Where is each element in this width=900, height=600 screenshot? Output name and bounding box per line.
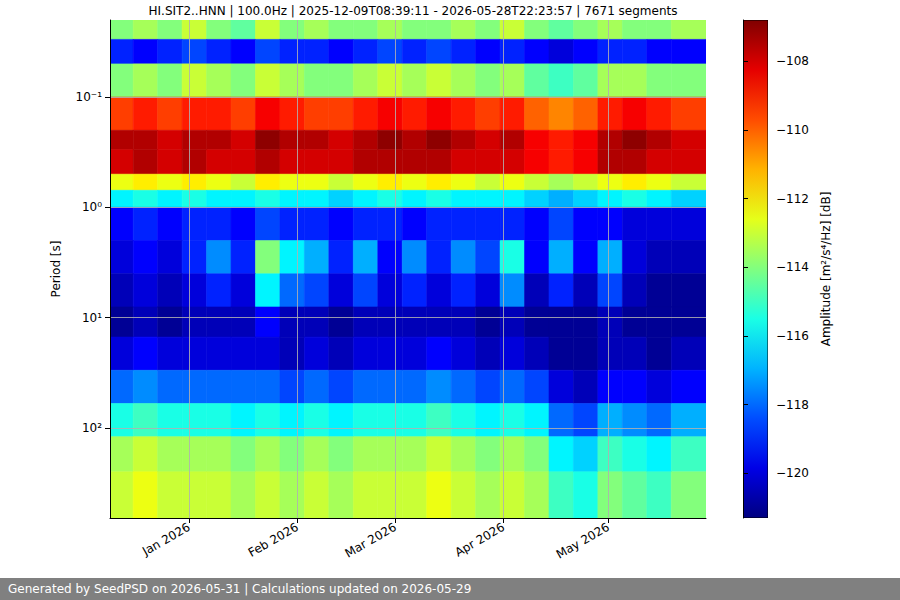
svg-text:−108: −108 xyxy=(776,54,809,68)
svg-text:Jan 2026: Jan 2026 xyxy=(139,520,193,559)
svg-text:HI.SIT2..HNN | 100.0Hz | 2025-: HI.SIT2..HNN | 100.0Hz | 2025-12-09T08:3… xyxy=(149,4,678,18)
svg-text:Apr 2026: Apr 2026 xyxy=(452,520,507,560)
svg-text:−114: −114 xyxy=(776,260,809,274)
svg-text:−118: −118 xyxy=(776,398,809,412)
svg-text:Amplitude [m²/s⁴/Hz] [dB]: Amplitude [m²/s⁴/Hz] [dB] xyxy=(819,192,833,347)
svg-text:−112: −112 xyxy=(776,192,809,206)
svg-text:−110: −110 xyxy=(776,123,809,137)
svg-text:Mar 2026: Mar 2026 xyxy=(342,520,398,561)
svg-text:Generated by SeedPSD on 2026-0: Generated by SeedPSD on 2026-05-31 | Cal… xyxy=(8,582,471,596)
svg-text:10²: 10² xyxy=(82,421,102,435)
svg-text:10⁻¹: 10⁻¹ xyxy=(76,90,103,104)
svg-text:May 2026: May 2026 xyxy=(554,520,612,562)
svg-text:Feb 2026: Feb 2026 xyxy=(246,520,301,560)
svg-text:10⁰: 10⁰ xyxy=(82,200,102,214)
svg-text:−120: −120 xyxy=(776,466,809,480)
svg-text:−116: −116 xyxy=(776,329,809,343)
svg-text:10¹: 10¹ xyxy=(82,311,102,325)
svg-text:Period [s]: Period [s] xyxy=(49,241,63,298)
